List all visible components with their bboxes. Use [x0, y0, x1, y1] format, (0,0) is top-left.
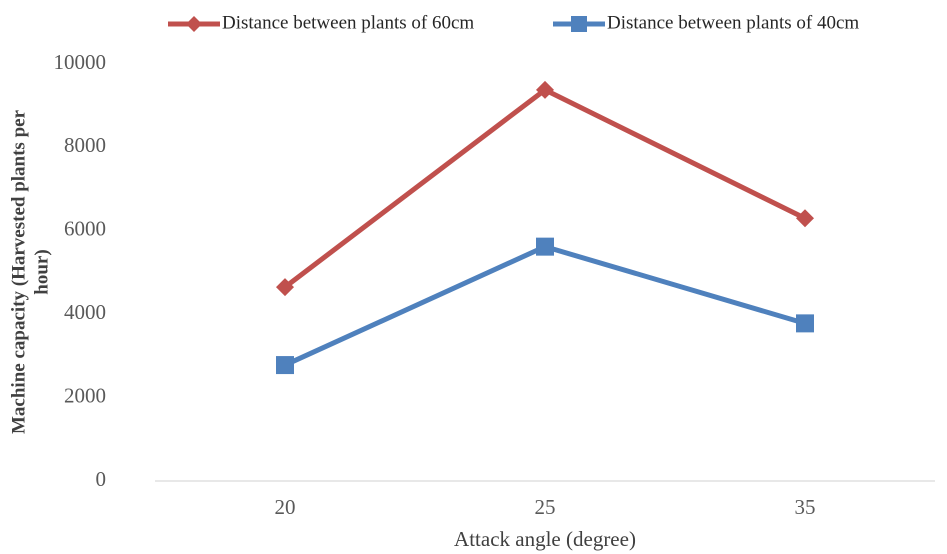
y-tick-label: 2000: [64, 383, 106, 407]
y-tick-label: 10000: [54, 50, 107, 74]
legend-marker: [571, 16, 587, 32]
marker: [796, 314, 814, 333]
legend-marker: [186, 16, 202, 32]
legend-item: Distance between plants of 60cm: [168, 12, 474, 33]
y-tick-label: 4000: [64, 300, 106, 324]
series-line: [283, 244, 806, 368]
y-tick-label: 6000: [64, 217, 106, 241]
y-axis-title: Machine capacity (Harvested plants per h…: [8, 109, 52, 434]
y-axis-title-line: hour): [31, 249, 52, 294]
y-tick-label: 8000: [64, 133, 106, 157]
legend-item: Distance between plants of 40cm: [553, 12, 859, 33]
series-line: [283, 87, 807, 290]
x-axis-title: Attack angle (degree): [454, 527, 636, 551]
marker: [536, 80, 554, 99]
marker: [536, 237, 554, 256]
marker: [796, 209, 814, 228]
x-tick-label: 20: [275, 495, 296, 519]
x-tick-label: 25: [535, 495, 556, 519]
x-tick-label: 35: [795, 495, 816, 519]
legend-label: Distance between plants of 40cm: [607, 12, 859, 33]
marker: [276, 278, 294, 297]
y-axis-title-line: Machine capacity (Harvested plants per: [8, 109, 29, 434]
legend-label: Distance between plants of 60cm: [222, 12, 474, 33]
marker: [276, 356, 294, 375]
y-tick-label: 0: [96, 467, 107, 491]
